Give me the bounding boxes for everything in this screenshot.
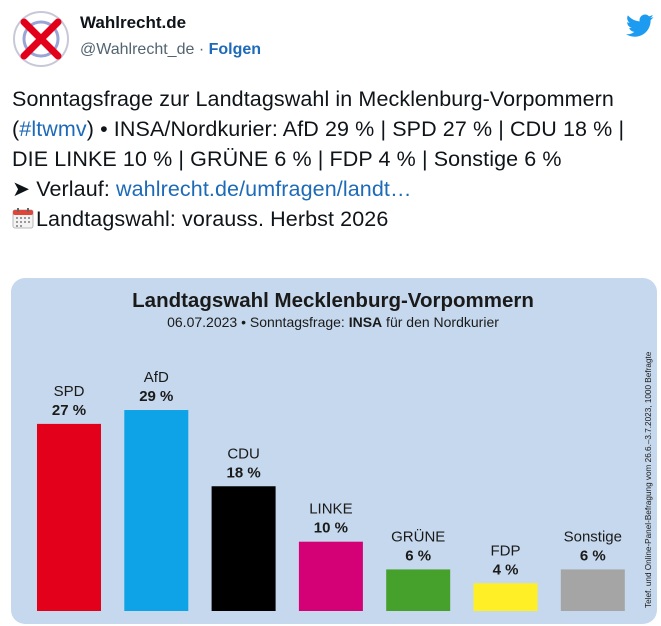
bar-category-label: SPD: [54, 383, 85, 400]
bar-fdp: [473, 583, 538, 611]
tweet-text-part: Sonntagsfrage zur Landtagswahl in Meckle…: [12, 87, 614, 141]
subtitle-institute: INSA: [349, 314, 382, 330]
verlauf-link[interactable]: wahlrecht.de/umfragen/landt…: [115, 177, 412, 201]
follow-button[interactable]: Folgen: [208, 41, 262, 58]
bar-chart: Landtagswahl Mecklenburg-Vorpommern 06.0…: [37, 289, 653, 611]
chart-bars: SPD 27 % AfD 29 % CDU 18 % LINKE 10 % GRÜNE 6 % FD…: [37, 369, 625, 611]
author-name[interactable]: Wahlrecht.de: [80, 13, 187, 32]
tweet-text: Sonntagsfrage zur Landtagswahl in Meckle…: [12, 84, 652, 234]
bar-afd: [124, 410, 189, 611]
bar-linke: [298, 541, 363, 611]
subtitle-prefix: 06.07.2023 • Sonntagsfrage:: [167, 314, 349, 330]
bar-value-label: 29 %: [139, 388, 173, 405]
bar-value-label: 6 %: [405, 547, 431, 564]
bar-category-label: LINKE: [309, 501, 352, 518]
bar-grüne: [386, 569, 451, 611]
twitter-bird-icon[interactable]: [626, 14, 654, 38]
calendar-icon: [12, 208, 34, 229]
author-handle-line: @Wahlrecht_de · Folgen: [80, 41, 261, 59]
election-line: Landtagswahl: vorauss. Herbst 2026: [12, 204, 652, 234]
bar-sonstige: [560, 569, 625, 611]
bar-value-label: 10 %: [314, 520, 348, 537]
bar-category-label: Sonstige: [564, 528, 622, 545]
tweet-text-part: ) • INSA/Nordkurier: AfD 29 % | SPD 27 %…: [12, 117, 625, 171]
bar-value-label: 18 %: [226, 464, 260, 481]
bar-category-label: FDP: [491, 542, 521, 559]
tweet-media-chart[interactable]: Landtagswahl Mecklenburg-Vorpommern 06.0…: [11, 278, 657, 624]
chart-subtitle: 06.07.2023 • Sonntagsfrage: INSA für den…: [167, 314, 499, 330]
bar-value-label: 27 %: [52, 402, 86, 419]
bar-category-label: GRÜNE: [391, 527, 445, 545]
verlauf-line: ➤ Verlauf: wahlrecht.de/umfragen/landt…: [12, 174, 652, 204]
tweet-paragraph: Sonntagsfrage zur Landtagswahl in Meckle…: [12, 84, 652, 174]
bar-category-label: AfD: [144, 369, 169, 386]
bar-cdu: [211, 486, 276, 611]
author-handle[interactable]: @Wahlrecht_de: [80, 41, 195, 58]
election-text: Landtagswahl: vorauss. Herbst 2026: [36, 207, 389, 231]
subtitle-suffix: für den Nordkurier: [382, 314, 499, 330]
arrow-right-icon: ➤: [12, 177, 31, 201]
hashtag-link[interactable]: #ltwmv: [19, 117, 87, 141]
bar-spd: [37, 423, 101, 611]
bar-category-label: CDU: [227, 445, 260, 462]
chart-side-note: Telef. und Online-Panel-Befragung vom 26…: [644, 351, 653, 608]
bar-value-label: 4 %: [493, 561, 519, 578]
handle-separator: ·: [198, 41, 205, 58]
bar-value-label: 6 %: [580, 547, 606, 564]
chart-title: Landtagswahl Mecklenburg-Vorpommern: [132, 289, 534, 312]
crossed-ballot-avatar[interactable]: [12, 10, 70, 68]
verlauf-label: Verlauf:: [30, 177, 116, 201]
